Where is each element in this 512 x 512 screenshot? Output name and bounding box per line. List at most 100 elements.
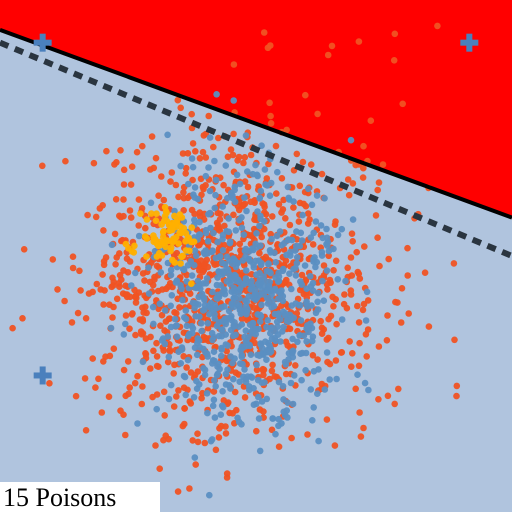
data-point-series-0 bbox=[84, 211, 91, 219]
data-point-series-1 bbox=[295, 302, 303, 309]
data-point-series-1 bbox=[241, 194, 248, 201]
data-point-series-0 bbox=[151, 273, 158, 281]
data-point-series-2 bbox=[153, 210, 160, 217]
data-point-series-1 bbox=[132, 269, 139, 277]
data-point-series-0 bbox=[146, 278, 154, 286]
data-point-series-2 bbox=[159, 233, 167, 241]
data-point-series-1 bbox=[264, 287, 271, 295]
data-point-series-2 bbox=[160, 239, 168, 246]
data-point-series-0 bbox=[244, 183, 252, 191]
data-point-series-0 bbox=[127, 214, 135, 221]
data-point-series-1 bbox=[333, 375, 340, 383]
data-point-series-1 bbox=[281, 358, 289, 366]
data-point-series-1 bbox=[285, 194, 292, 202]
data-point-series-1 bbox=[211, 414, 219, 421]
data-point-series-0 bbox=[349, 180, 357, 187]
data-point-series-0 bbox=[175, 387, 182, 394]
data-point-series-2 bbox=[171, 259, 178, 266]
data-point-series-0 bbox=[349, 350, 356, 357]
data-point-series-0 bbox=[166, 348, 174, 355]
data-point-series-1 bbox=[186, 330, 193, 338]
data-point-series-0 bbox=[9, 324, 16, 332]
data-point-series-1 bbox=[284, 414, 291, 421]
data-point-series-0 bbox=[194, 430, 201, 438]
data-point-series-1 bbox=[289, 400, 297, 408]
data-point-series-1 bbox=[309, 287, 317, 295]
data-point-series-1 bbox=[313, 192, 321, 199]
data-point-series-0 bbox=[216, 216, 224, 223]
data-point-series-0 bbox=[189, 176, 196, 184]
data-point-series-1 bbox=[237, 346, 244, 354]
data-point-series-1 bbox=[288, 236, 296, 244]
data-point-series-0 bbox=[148, 133, 156, 140]
data-point-series-0 bbox=[165, 283, 172, 291]
data-point-series-1 bbox=[211, 311, 218, 318]
data-point-series-0 bbox=[241, 394, 249, 401]
data-point-series-1 bbox=[230, 303, 237, 311]
data-point-series-0 bbox=[188, 110, 195, 118]
data-point-series-0 bbox=[290, 204, 297, 211]
data-point-series-1 bbox=[212, 191, 219, 199]
data-point-series-0 bbox=[138, 331, 145, 338]
data-point-series-0 bbox=[331, 221, 339, 228]
data-point-series-1 bbox=[182, 307, 190, 314]
data-point-series-0 bbox=[230, 130, 237, 138]
data-point-series-1 bbox=[219, 388, 226, 395]
data-point-series-0 bbox=[174, 96, 182, 104]
data-point-series-1 bbox=[224, 194, 231, 202]
data-point-series-1 bbox=[204, 353, 211, 360]
data-point-series-1 bbox=[240, 231, 248, 238]
data-point-series-0 bbox=[375, 396, 382, 403]
data-point-series-0 bbox=[150, 347, 157, 355]
data-point-series-3 bbox=[324, 51, 332, 59]
data-point-series-1 bbox=[315, 366, 322, 373]
data-point-series-0 bbox=[205, 112, 212, 120]
data-point-series-0 bbox=[318, 170, 326, 178]
data-point-series-0 bbox=[100, 358, 107, 365]
data-point-series-1 bbox=[209, 288, 216, 296]
data-point-series-1 bbox=[191, 344, 199, 352]
data-point-series-1 bbox=[241, 247, 249, 255]
data-point-series-1 bbox=[284, 399, 292, 407]
data-point-series-1 bbox=[365, 386, 372, 394]
data-point-series-1 bbox=[210, 229, 217, 237]
data-point-series-1 bbox=[231, 271, 238, 279]
data-point-series-2 bbox=[153, 253, 161, 260]
data-point-series-1 bbox=[361, 379, 369, 387]
data-point-series-1 bbox=[294, 338, 301, 346]
data-point-series-0 bbox=[132, 331, 139, 339]
data-point-series-1 bbox=[193, 377, 200, 385]
data-point-series-1 bbox=[196, 218, 203, 226]
data-point-series-1 bbox=[238, 224, 246, 232]
data-point-series-0 bbox=[375, 343, 383, 350]
data-point-series-0 bbox=[251, 197, 258, 204]
data-point-series-0 bbox=[81, 375, 89, 382]
data-point-series-0 bbox=[98, 409, 106, 416]
data-point-series-0 bbox=[199, 183, 207, 191]
data-point-series-1 bbox=[222, 341, 230, 348]
data-point-series-0 bbox=[282, 338, 290, 346]
data-point-series-0 bbox=[120, 411, 127, 419]
data-point-series-0 bbox=[93, 280, 101, 288]
data-point-series-0 bbox=[224, 153, 232, 161]
data-point-series-0 bbox=[404, 244, 411, 252]
data-point-series-1 bbox=[284, 183, 292, 191]
data-point-series-0 bbox=[260, 225, 268, 233]
data-point-series-0 bbox=[92, 384, 99, 391]
data-point-series-2 bbox=[175, 240, 182, 247]
data-point-series-0 bbox=[143, 309, 150, 317]
data-point-series-1 bbox=[214, 238, 221, 246]
data-point-series-0 bbox=[181, 420, 188, 428]
data-point-series-0 bbox=[157, 322, 164, 330]
data-point-series-0 bbox=[240, 159, 247, 167]
data-point-series-0 bbox=[201, 260, 209, 268]
data-point-series-1 bbox=[273, 318, 281, 326]
data-point-series-0 bbox=[155, 192, 162, 199]
data-point-series-0 bbox=[108, 283, 115, 291]
data-point-series-3 bbox=[260, 29, 268, 36]
data-point-series-1 bbox=[275, 378, 283, 386]
data-point-series-0 bbox=[100, 261, 108, 269]
data-point-series-0 bbox=[142, 224, 149, 232]
data-point-series-3 bbox=[390, 57, 398, 64]
data-point-series-0 bbox=[115, 280, 123, 287]
